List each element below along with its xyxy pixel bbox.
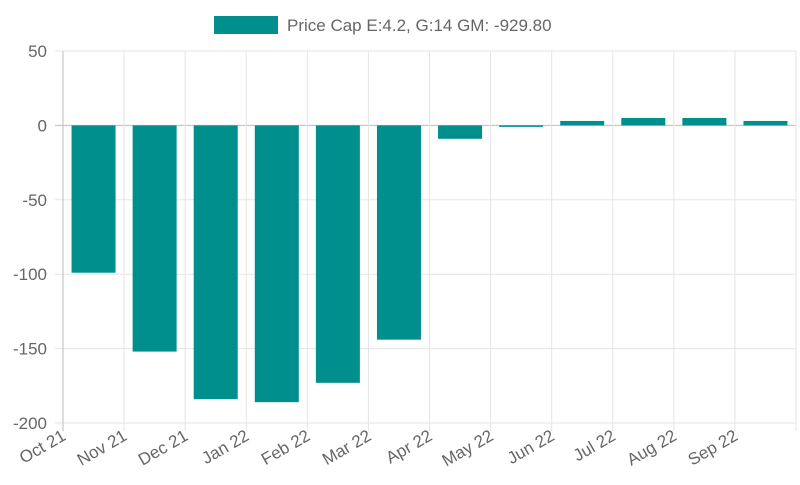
y-tick-label: 50 [28, 42, 47, 61]
x-tick-label: May 22 [439, 426, 497, 470]
y-tick-label: -200 [13, 414, 47, 433]
y-tick-label: 0 [38, 116, 47, 135]
x-tick-label: Sep 22 [685, 426, 741, 469]
bar-feb-22[interactable] [315, 125, 360, 383]
x-tick-label: Apr 22 [383, 426, 436, 468]
x-tick-label: Jul 22 [570, 426, 619, 465]
x-tick-label: Jun 22 [504, 426, 558, 468]
bar-dec-21[interactable] [193, 125, 238, 400]
y-tick-labels: 50 0 -50 -100 -150 -200 [13, 42, 47, 433]
y-tick-label: -150 [13, 340, 47, 359]
bar-jul-22[interactable] [621, 117, 666, 126]
x-tick-label: Feb 22 [258, 426, 313, 469]
bar-may-22[interactable] [499, 125, 544, 127]
legend[interactable]: Price Cap E:4.2, G:14 GM: -929.80 [214, 16, 552, 35]
bar-aug-22[interactable] [682, 117, 727, 126]
bar-jan-22[interactable] [254, 125, 299, 403]
bar-mar-22[interactable] [376, 125, 421, 340]
bar-jun-22[interactable] [560, 120, 605, 126]
bar-oct-21[interactable] [71, 125, 116, 273]
grid [55, 50, 797, 431]
x-tick-label: Nov 21 [74, 426, 130, 469]
legend-label: Price Cap E:4.2, G:14 GM: -929.80 [287, 16, 552, 35]
y-tick-label: -100 [13, 265, 47, 284]
bars [71, 117, 788, 403]
y-tick-label: -50 [22, 191, 47, 210]
x-tick-label: Jan 22 [199, 426, 253, 468]
bar-nov-21[interactable] [132, 125, 177, 352]
x-tick-labels: Oct 21 Nov 21 Dec 21 Jan 22 Feb 22 Mar 22 Apr … [16, 426, 741, 470]
x-tick-label: Aug 22 [624, 426, 680, 469]
bar-apr-22[interactable] [438, 125, 483, 139]
bar-sep-22[interactable] [743, 120, 788, 126]
x-tick-label: Dec 21 [135, 426, 191, 469]
x-tick-label: Mar 22 [319, 426, 374, 469]
legend-swatch [214, 16, 278, 34]
